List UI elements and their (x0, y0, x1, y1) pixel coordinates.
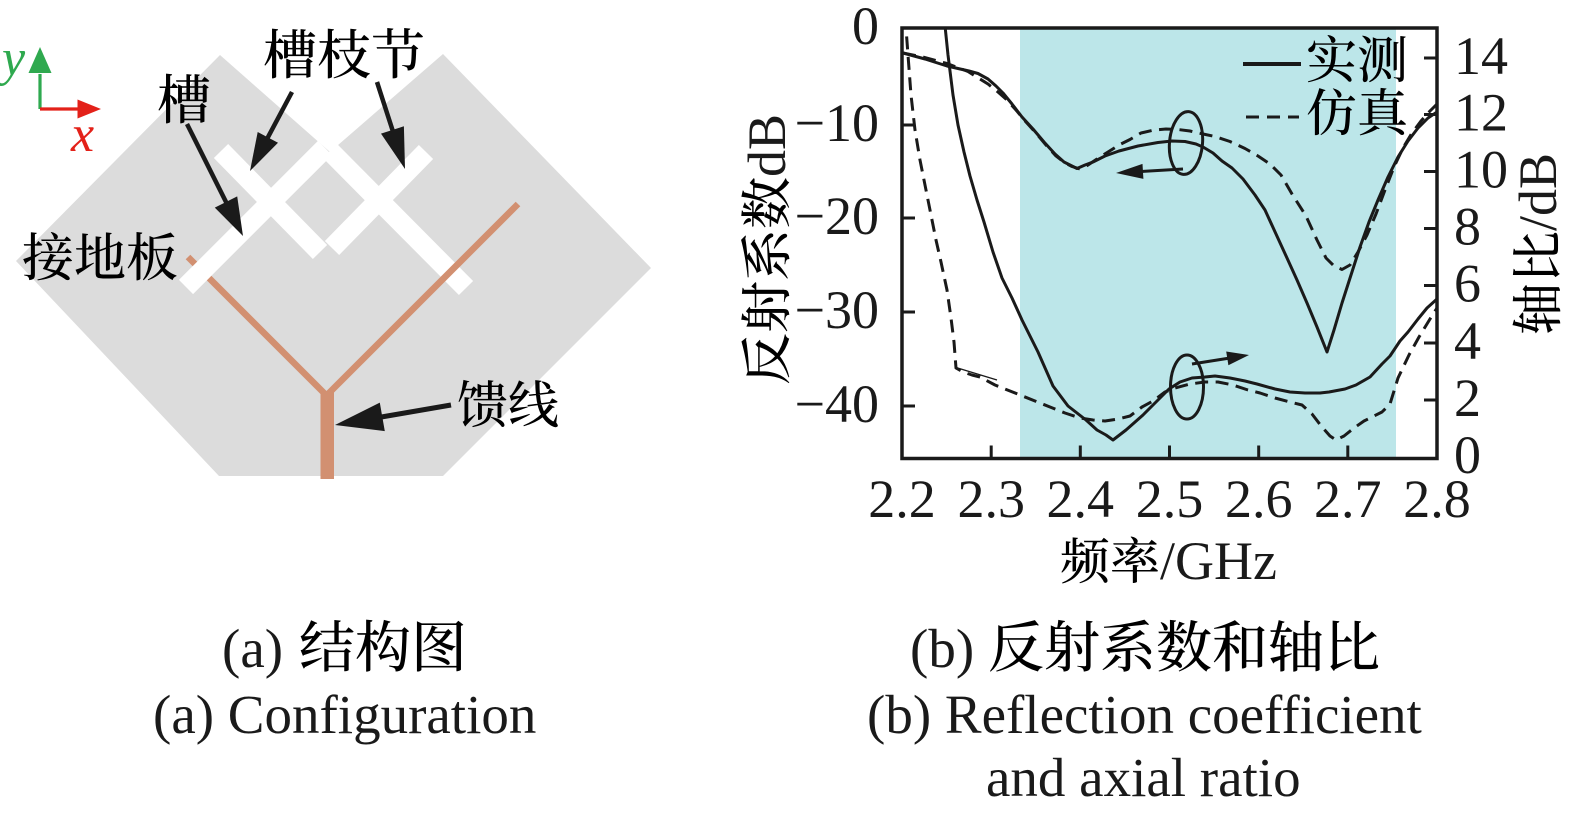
svg-text:2.3: 2.3 (957, 469, 1025, 529)
svg-text:−40: −40 (795, 374, 879, 434)
svg-text:and axial ratio: and axial ratio (986, 747, 1301, 808)
svg-text:2.7: 2.7 (1314, 469, 1382, 529)
svg-text:(b): (b) (910, 618, 988, 679)
svg-text:4: 4 (1454, 311, 1481, 371)
svg-text:2: 2 (1454, 368, 1481, 428)
svg-text:2.2: 2.2 (868, 469, 936, 529)
svg-text:(a): (a) (222, 618, 297, 679)
svg-text:−20: −20 (795, 186, 879, 246)
svg-text:/dB: /dB (1508, 153, 1568, 231)
svg-text:14: 14 (1454, 26, 1508, 86)
svg-text:−30: −30 (795, 280, 879, 340)
svg-text:2.4: 2.4 (1047, 469, 1115, 529)
svg-text:2.8: 2.8 (1403, 469, 1471, 529)
svg-text:2.6: 2.6 (1225, 469, 1293, 529)
svg-text:2.5: 2.5 (1136, 469, 1204, 529)
svg-text:0: 0 (1454, 425, 1481, 485)
svg-text:−10: −10 (795, 93, 879, 153)
svg-text:8: 8 (1454, 197, 1481, 257)
svg-text:y: y (0, 30, 26, 87)
svg-text:10: 10 (1454, 140, 1508, 200)
svg-text:12: 12 (1454, 83, 1508, 143)
svg-text:6: 6 (1454, 254, 1481, 314)
svg-text:/GHz: /GHz (1160, 531, 1277, 591)
svg-text:x: x (70, 106, 94, 163)
svg-text:dB: dB (737, 114, 797, 177)
svg-text:(a) Configuration: (a) Configuration (153, 684, 536, 745)
svg-text:(b) Reflection coefficient: (b) Reflection coefficient (867, 684, 1422, 745)
svg-text:0: 0 (852, 0, 879, 56)
